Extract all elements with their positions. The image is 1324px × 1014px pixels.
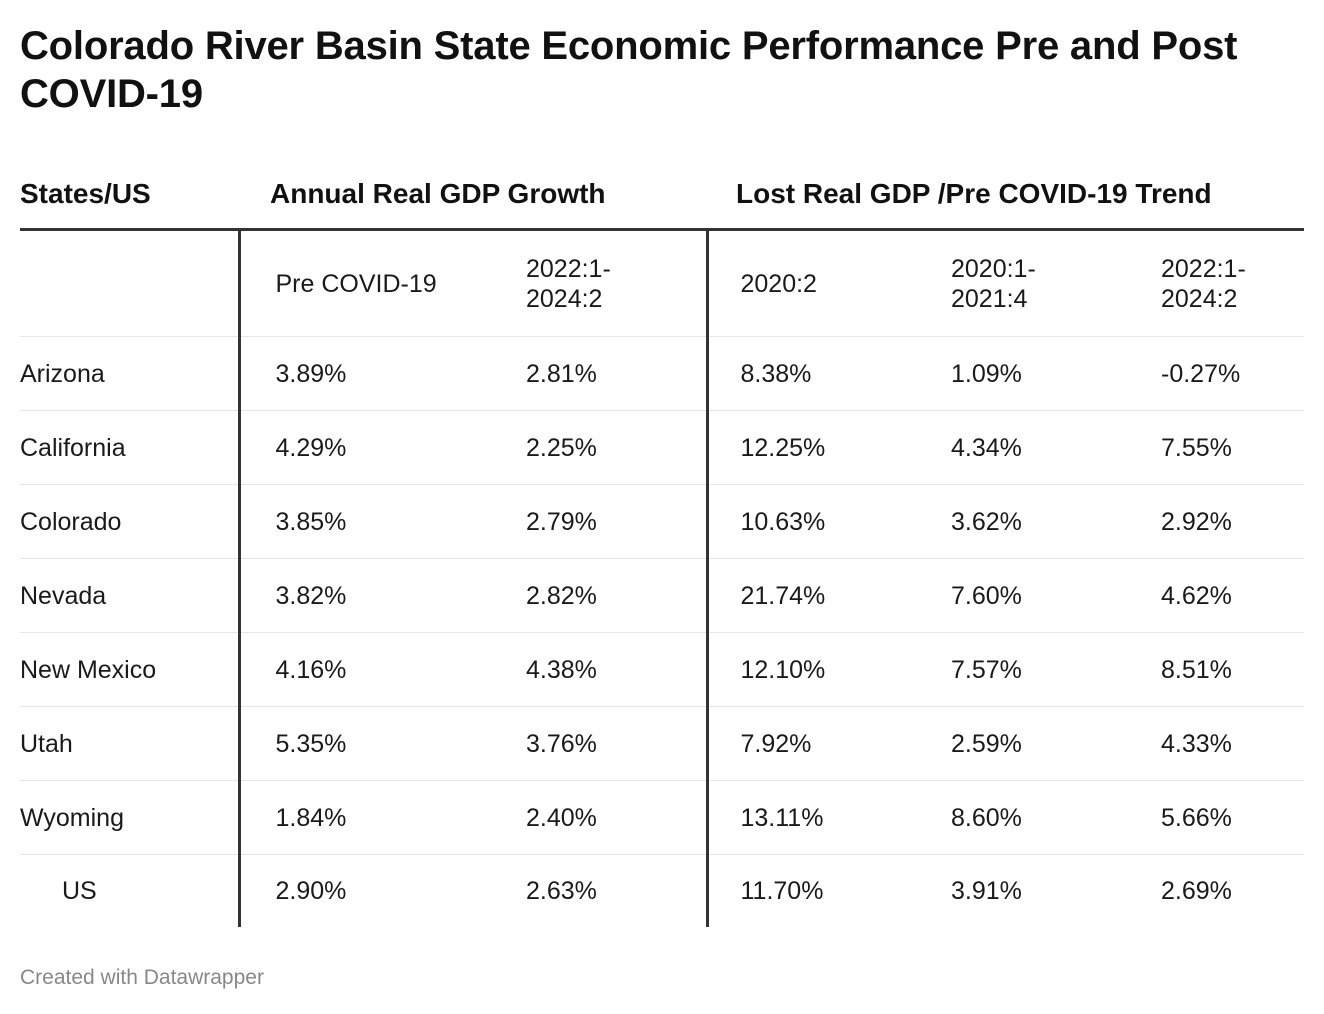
value-cell: 7.57% [918,632,1128,707]
value-cell: 2.81% [492,336,707,411]
table-row: New Mexico 4.16% 4.38% 12.10% 7.57% 8.51% [20,632,1305,707]
value-cell: 4.33% [1128,706,1305,781]
value-cell: 2.40% [492,780,707,855]
value-cell: 4.38% [492,632,707,707]
value-cell: 1.09% [918,336,1128,411]
value-cell: 11.70% [705,854,918,927]
state-name-cell: Colorado [20,484,239,559]
value-cell: 7.92% [705,706,918,781]
value-cell: 7.55% [1128,410,1305,485]
value-cell: 2.59% [918,706,1128,781]
state-name-cell: US [62,877,97,905]
footer-credit: Created with Datawrapper [20,966,264,989]
value-cell: 3.91% [951,877,1022,905]
value-cell: 2.25% [492,410,707,485]
value-cell: 3.76% [492,706,707,781]
subheader-cell: 2022:1- 2024:2 [1128,229,1305,337]
value-cell: 4.62% [1128,558,1305,633]
state-name-cell: Arizona [20,336,239,411]
state-name-cell: New Mexico [20,632,239,707]
table-row: California 4.29% 2.25% 12.25% 4.34% 7.55% [20,410,1305,485]
value-cell: 7.60% [918,558,1128,633]
subheader-cell: 2020:1- 2021:4 [918,229,1128,337]
chart-title: Colorado River Basin State Economic Perf… [20,24,1238,116]
value-cell: 2.63% [526,877,597,905]
value-cell: 8.38% [705,336,918,411]
group-header-annual-gdp-growth: Annual Real GDP Growth [239,160,707,231]
subheader-cell [20,229,239,337]
value-cell: 2.92% [1128,484,1305,559]
value-cell: 2.82% [492,558,707,633]
table-row: Nevada 3.82% 2.82% 21.74% 7.60% 4.62% [20,558,1305,633]
value-cell: 3.82% [237,558,492,633]
value-cell: 2.79% [492,484,707,559]
value-cell: 2.69% [1161,877,1232,905]
data-table: States/US Annual Real GDP Growth Lost Re… [20,160,1305,927]
table-row: US 2.90% 2.63% 11.70% 3.91% 2.69% [20,854,1304,927]
value-cell: 3.85% [237,484,492,559]
state-name-cell: Wyoming [20,780,239,855]
group-header-lost-gdp: Lost Real GDP /Pre COVID-19 Trend [707,160,1305,231]
subheader-cell: Pre COVID-19 [237,229,492,337]
value-cell: 12.25% [705,410,918,485]
value-cell: 3.89% [237,336,492,411]
value-cell: 3.62% [918,484,1128,559]
value-cell: -0.27% [1128,336,1305,411]
group-header-row: States/US Annual Real GDP Growth Lost Re… [20,160,1305,231]
table-row: Utah 5.35% 3.76% 7.92% 2.59% 4.33% [20,706,1305,781]
value-cell: 8.51% [1128,632,1305,707]
state-name-cell: California [20,410,239,485]
value-cell: 10.63% [705,484,918,559]
table-row: Arizona 3.89% 2.81% 8.38% 1.09% -0.27% [20,336,1305,411]
value-cell: 21.74% [705,558,918,633]
value-cell: 4.16% [237,632,492,707]
value-cell: 8.60% [918,780,1128,855]
table-row: Wyoming 1.84% 2.40% 13.11% 8.60% 5.66% [20,780,1305,855]
state-name-cell: Utah [20,706,239,781]
value-cell: 5.66% [1128,780,1305,855]
subheader-cell: 2020:2 [705,229,918,337]
value-cell: 5.35% [237,706,492,781]
value-cell: 12.10% [705,632,918,707]
value-cell: 4.34% [918,410,1128,485]
group-header-states: States/US [20,160,239,231]
value-cell: 4.29% [237,410,492,485]
value-cell: 2.90% [237,854,492,927]
value-cell: 1.84% [237,780,492,855]
subheader-row: Pre COVID-19 2022:1- 2024:2 2020:2 2020:… [20,229,1305,337]
subheader-cell: 2022:1- 2024:2 [492,229,707,337]
table-row: Colorado 3.85% 2.79% 10.63% 3.62% 2.92% [20,484,1305,559]
value-cell: 13.11% [705,780,918,855]
state-name-cell: Nevada [20,558,239,633]
